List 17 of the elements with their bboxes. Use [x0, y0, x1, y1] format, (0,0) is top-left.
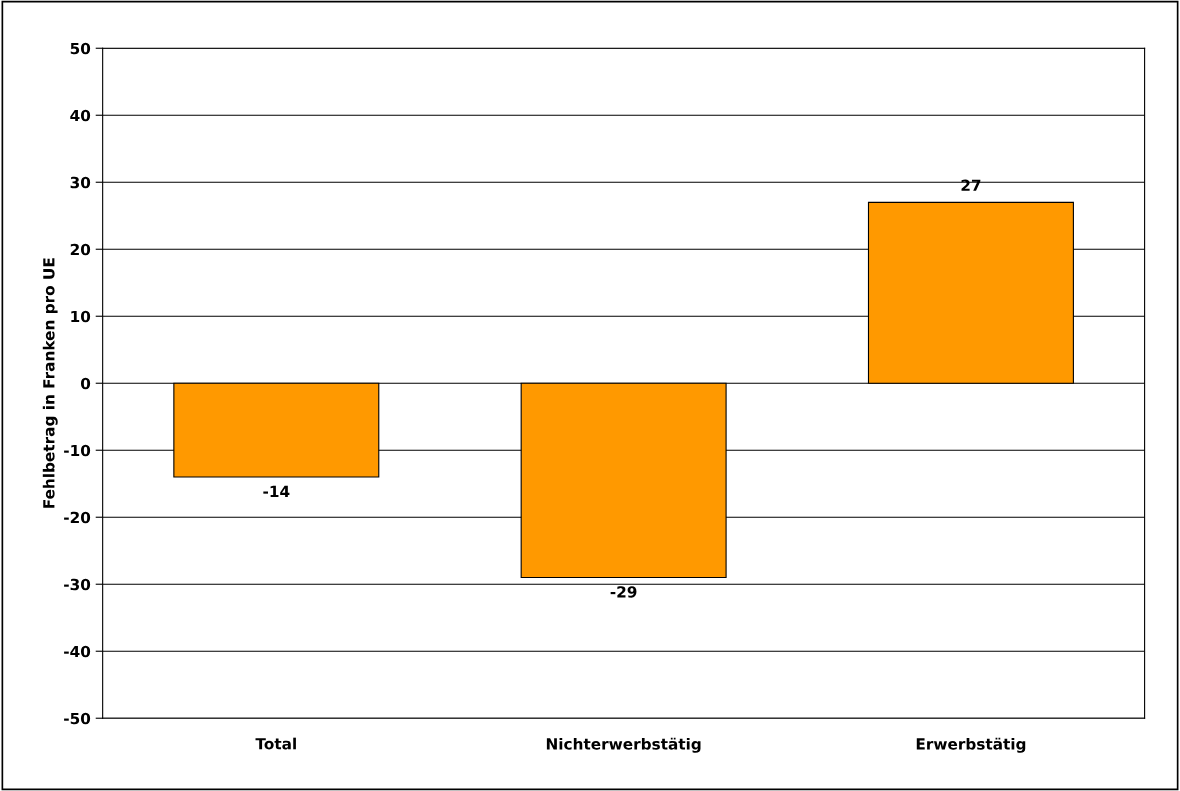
y-tick-label: 50: [70, 42, 91, 55]
y-tick-label: 40: [70, 109, 91, 122]
y-tick-label: -50: [64, 712, 91, 725]
y-tick-label: -10: [64, 444, 91, 457]
data-label: -29: [610, 586, 637, 598]
y-tick-label: 0: [80, 377, 91, 390]
x-tick-label: Total: [255, 737, 296, 750]
x-tick-label: Nichterwerbstätig: [546, 737, 701, 753]
y-axis-title: Fehlbetrag in Franken pro UE: [42, 258, 58, 508]
y-tick-label: -20: [64, 511, 91, 524]
y-tick-label: 20: [70, 243, 91, 256]
y-tick-label: 10: [71, 310, 91, 323]
x-tick-label: Erwerbstätig: [916, 737, 1026, 753]
y-tick-label: -40: [64, 645, 91, 658]
y-tick-label: -30: [64, 578, 91, 591]
y-tick-label: 30: [70, 176, 91, 189]
data-label: -14: [263, 485, 290, 497]
